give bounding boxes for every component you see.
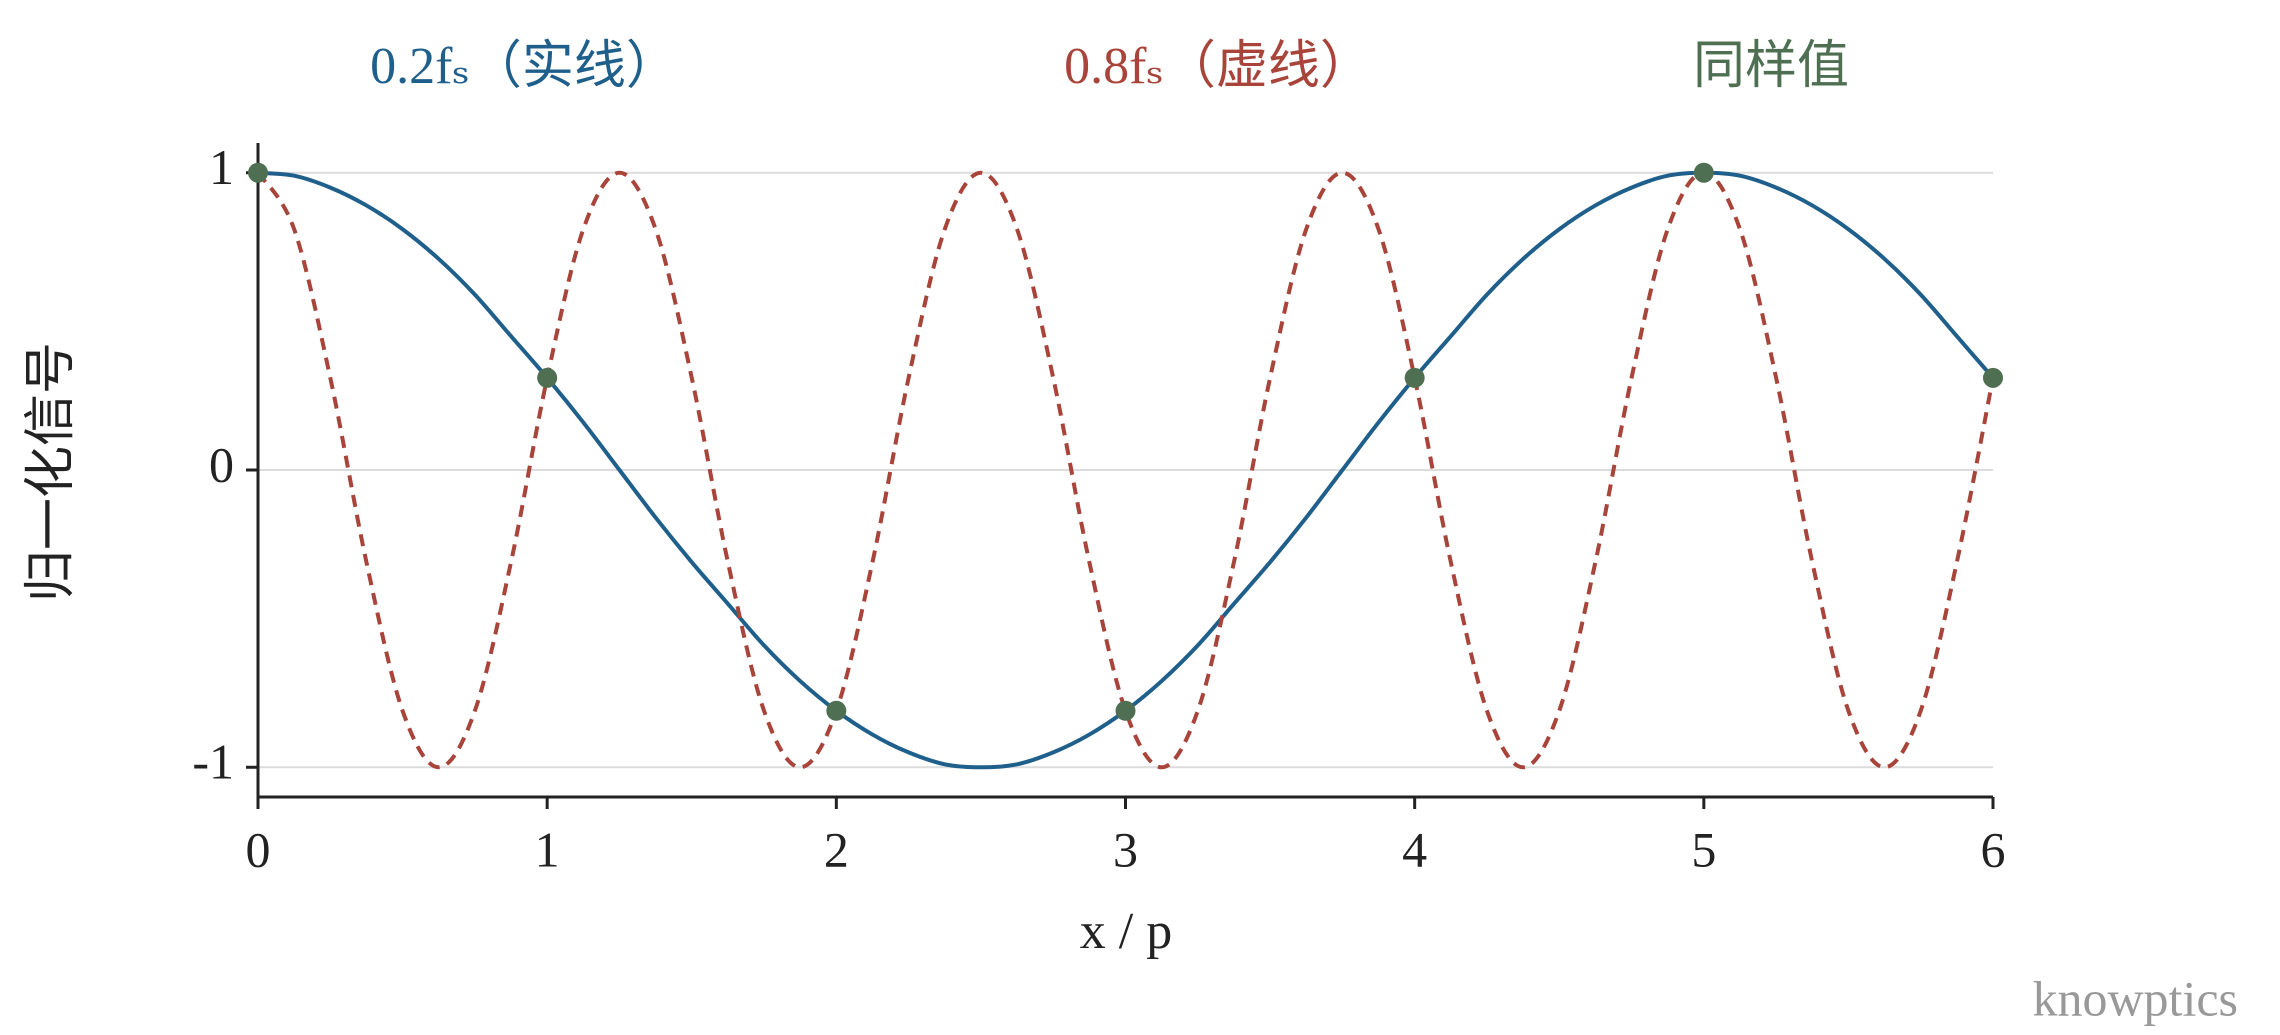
x-tick-label: 5: [1691, 821, 1716, 877]
legend-entry: 0.2fₛ（实线）: [370, 38, 678, 95]
sample-point: [1404, 367, 1425, 388]
y-tick-label: 1: [209, 139, 234, 195]
legend-entry: 0.8fₛ（虚线）: [1064, 38, 1372, 95]
legend-entry: 同样值: [1693, 38, 1849, 95]
y-axis-label: 归一化信号: [23, 342, 80, 602]
x-tick-label: 1: [535, 821, 560, 877]
sample-point: [1693, 162, 1714, 183]
watermark: knowptics: [2032, 970, 2238, 1026]
x-tick-label: 2: [824, 821, 849, 877]
x-tick-label: 4: [1402, 821, 1427, 877]
sample-point: [537, 367, 558, 388]
x-tick-label: 6: [1981, 821, 2006, 877]
sample-point: [248, 162, 268, 183]
sample-point: [1983, 367, 2003, 388]
y-tick-label: 0: [209, 436, 234, 492]
x-axis-label: x / p: [1080, 903, 1172, 960]
y-tick-label: -1: [192, 734, 234, 790]
x-tick-label: 3: [1113, 821, 1138, 877]
sample-point: [1115, 700, 1136, 721]
sample-point: [826, 700, 847, 721]
x-tick-label: 0: [246, 821, 271, 877]
